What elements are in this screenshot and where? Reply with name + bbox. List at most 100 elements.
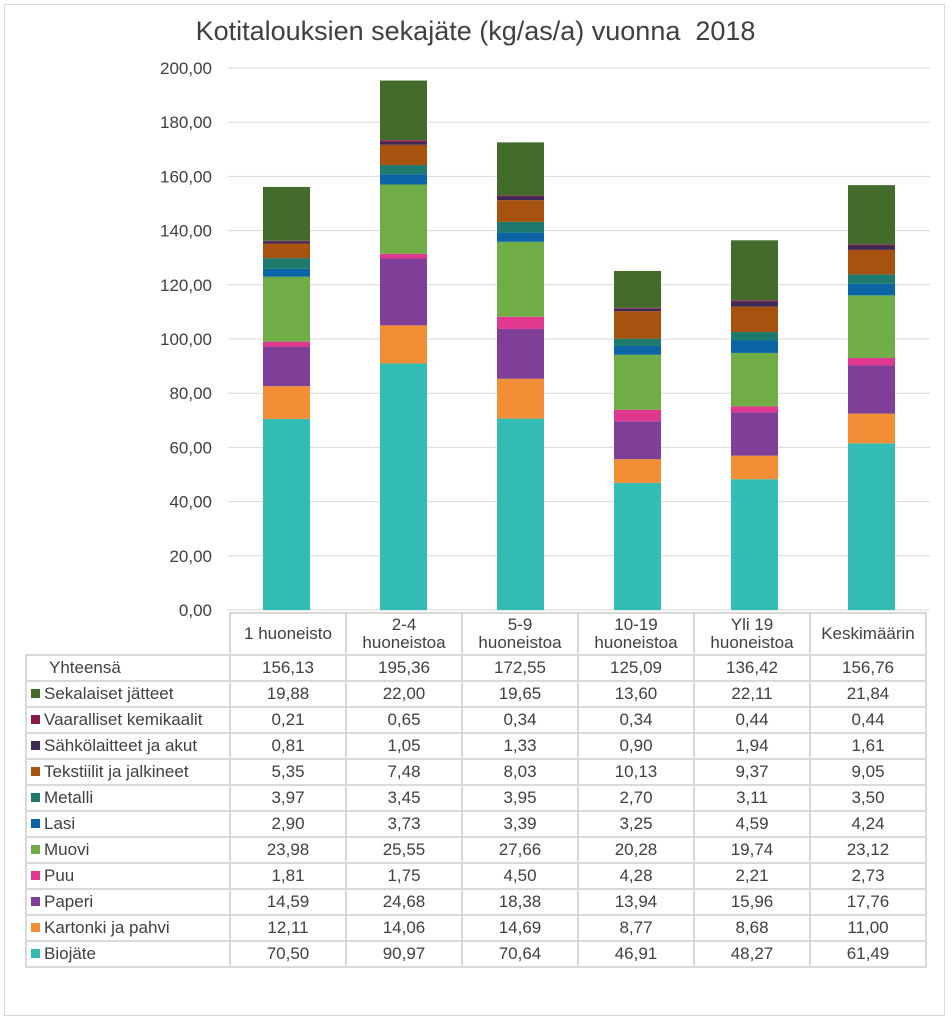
series-name: Kartonki ja pahvi [44, 918, 170, 937]
bar-segment [614, 345, 661, 355]
bar-segment [731, 300, 778, 302]
data-value: 22,11 [693, 680, 811, 708]
total-value: 156,76 [809, 654, 927, 682]
data-value: 8,03 [461, 758, 579, 786]
bar-segment [731, 306, 778, 333]
bar-segment [380, 184, 427, 254]
y-tick-label: 80,00 [169, 384, 212, 403]
bar-segment [263, 341, 310, 347]
data-value: 61,49 [809, 940, 927, 968]
bar-segment [263, 240, 310, 242]
bar-segment [263, 386, 310, 419]
bar-segment [380, 253, 427, 259]
category-label-line: huoneistoa [362, 633, 446, 652]
data-value: 8,77 [577, 914, 695, 942]
data-value: 0,65 [345, 706, 463, 734]
legend-row-label: Vaaralliset kemikaalit [25, 706, 231, 734]
bar-segment [614, 482, 661, 610]
total-value: 195,36 [345, 654, 463, 682]
bar-segment [497, 328, 544, 379]
data-value: 4,50 [461, 862, 579, 890]
category-label-line: Keskimäärin [821, 624, 915, 643]
legend-row-label: Muovi [25, 836, 231, 864]
bar-segment [380, 174, 427, 185]
data-value: 8,68 [693, 914, 811, 942]
y-tick-label: 40,00 [169, 493, 212, 512]
data-value: 0,44 [809, 706, 927, 734]
data-value: 19,65 [461, 680, 579, 708]
data-value: 3,25 [577, 810, 695, 838]
bar-segment [614, 409, 661, 422]
y-tick-label: 180,00 [160, 113, 212, 132]
category-label-line: 10-19 [614, 615, 658, 634]
bar-segment [731, 352, 778, 407]
series-name: Sekalaiset jätteet [44, 684, 174, 703]
legend-swatch-icon [31, 767, 40, 776]
y-tick-label: 140,00 [160, 222, 212, 241]
legend-swatch-icon [31, 897, 40, 906]
data-value: 10,13 [577, 758, 695, 786]
data-value: 27,66 [461, 836, 579, 864]
data-value: 19,74 [693, 836, 811, 864]
data-value: 0,90 [577, 732, 695, 760]
bar-segment [614, 270, 661, 308]
bar-segment [380, 144, 427, 166]
bar-segment [380, 258, 427, 326]
data-value: 3,39 [461, 810, 579, 838]
bar-segment [848, 274, 895, 284]
bar-segment [731, 406, 778, 413]
legend-row-label: Tekstiilit ja jalkineet [25, 758, 231, 786]
bar-segment [848, 295, 895, 359]
bar-segment [614, 338, 661, 346]
y-tick-label: 100,00 [160, 330, 212, 349]
total-name: Yhteensä [49, 658, 121, 677]
legend-swatch-icon [31, 689, 40, 698]
total-value: 156,13 [229, 654, 347, 682]
data-value: 2,21 [693, 862, 811, 890]
total-label: Yhteensä [25, 654, 231, 682]
bar-segment [497, 142, 544, 196]
bar-segment [614, 459, 661, 483]
bar-segment [731, 340, 778, 353]
data-value: 46,91 [577, 940, 695, 968]
category-label-line: Yli 19 [730, 615, 774, 634]
data-value: 15,96 [693, 888, 811, 916]
legend-swatch-icon [31, 741, 40, 750]
x-category-label: 2-4 huoneistoa [345, 612, 463, 656]
series-name: Biojäte [44, 944, 96, 963]
chart-title: Kotitalouksien sekajäte (kg/as/a) vuonna… [195, 16, 756, 46]
data-value: 0,81 [229, 732, 347, 760]
legend-row-label: Lasi [25, 810, 231, 838]
y-tick-label: 160,00 [160, 167, 212, 186]
plot-area: 0,0020,0040,0060,0080,00100,00120,00140,… [160, 59, 930, 620]
legend-row-label: Sähkölaitteet ja akut [25, 732, 231, 760]
bar-segment [263, 258, 310, 269]
bar-segment [497, 221, 544, 233]
bar-segment [497, 232, 544, 242]
bar-segment [380, 363, 427, 610]
series-name: Paperi [44, 892, 94, 911]
data-value: 0,34 [577, 706, 695, 734]
data-value: 11,00 [809, 914, 927, 942]
data-value: 48,27 [693, 940, 811, 968]
bar-segment [263, 268, 310, 277]
legend-swatch-icon [31, 715, 40, 724]
x-category-label: 5-9 huoneistoa [461, 612, 579, 656]
data-value: 70,50 [229, 940, 347, 968]
data-value: 2,70 [577, 784, 695, 812]
x-category-label: 10-19 huoneistoa [577, 612, 695, 656]
bar-segment [614, 421, 661, 460]
series-name: Muovi [44, 840, 90, 859]
series-name: Metalli [44, 788, 94, 807]
category-label-line: huoneistoa [710, 633, 794, 652]
bar-segment [848, 443, 895, 610]
data-value: 5,35 [229, 758, 347, 786]
bar-segment [263, 276, 310, 342]
data-value: 0,21 [229, 706, 347, 734]
data-value: 2,73 [809, 862, 927, 890]
data-value: 3,11 [693, 784, 811, 812]
y-tick-label: 60,00 [169, 438, 212, 457]
data-value: 14,06 [345, 914, 463, 942]
bar-segment [380, 80, 427, 141]
bar-segment [497, 195, 544, 197]
